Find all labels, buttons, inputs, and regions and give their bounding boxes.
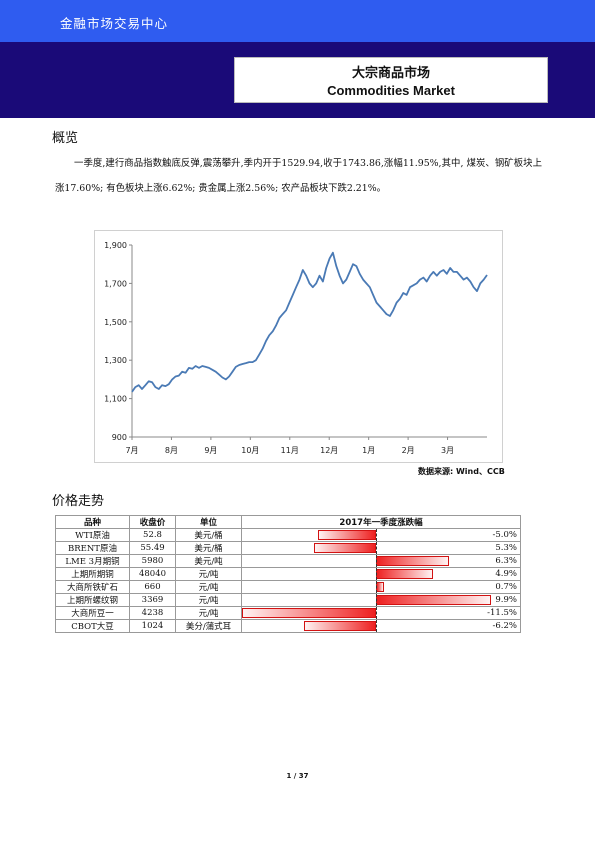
x-tick-label: 1月	[362, 446, 375, 455]
change-cell: 6.3%	[241, 554, 521, 568]
header-unit: 单位	[175, 515, 242, 529]
close-price: 55.49	[129, 541, 176, 555]
x-tick-label: 7月	[125, 446, 138, 455]
zero-axis	[376, 581, 377, 593]
overview-heading: 概览	[52, 131, 79, 146]
change-label: 5.3%	[495, 543, 517, 553]
x-tick-label: 8月	[165, 446, 178, 455]
x-tick-label: 3月	[441, 446, 454, 455]
commodity-name: 上期所期铜	[55, 567, 130, 581]
index-series-line	[131, 251, 488, 393]
x-tick-label: 10月	[241, 446, 259, 455]
index-chart-svg: 900 1,100 1,300 1,500 1,700 1,900 7月 8月 9月 10月 11月…	[104, 241, 488, 455]
change-bar	[242, 608, 376, 618]
change-cell: -5.0%	[241, 528, 521, 542]
table-row: 上期所期铜 48040 元/吨 4.9%	[55, 567, 521, 581]
header-name: 品种	[55, 515, 130, 529]
zero-axis	[376, 620, 377, 632]
y-tick-label: 1,500	[104, 318, 127, 327]
change-cell: 0.7%	[241, 580, 521, 594]
change-bar	[314, 543, 376, 553]
price-unit: 美元/桶	[175, 541, 242, 555]
change-bar	[376, 569, 434, 579]
close-price: 3369	[129, 593, 176, 607]
commodity-name: 大商所豆一	[55, 606, 130, 620]
title-cn: 大宗商品市场	[351, 66, 430, 81]
change-bar	[376, 556, 450, 566]
overview-paragraph: 一季度,建行商品指数触底反弹,震荡攀升,季内开于1529.94,收于1743.8…	[55, 158, 542, 194]
table-row: 上期所螺纹钢 3369 元/吨 9.9%	[55, 593, 521, 607]
close-price: 5980	[129, 554, 176, 568]
index-chart: 900 1,100 1,300 1,500 1,700 1,900 7月 8月 9月 10月 11月…	[94, 230, 503, 463]
change-cell: 9.9%	[241, 593, 521, 607]
change-label: -11.5%	[487, 608, 517, 618]
commodity-name: LME 3月期铜	[55, 554, 130, 568]
zero-axis	[376, 542, 377, 554]
top-bar: 金融市场交易中心	[0, 0, 595, 42]
commodity-name: 上期所螺纹钢	[55, 593, 130, 607]
header-price: 收盘价	[129, 515, 176, 529]
page-number: 1 / 37	[286, 772, 309, 780]
table-header-row: 品种 收盘价 单位 2017年一季度涨跌幅	[55, 515, 521, 529]
zero-axis	[376, 555, 377, 567]
commodity-name: BRENT原油	[55, 541, 130, 555]
title-en: Commodities Market	[327, 83, 455, 98]
change-cell: -11.5%	[241, 606, 521, 620]
x-tick-label: 2月	[402, 446, 415, 455]
price-heading: 价格走势	[52, 494, 105, 509]
x-tick-label: 9月	[204, 446, 217, 455]
price-unit: 元/吨	[175, 606, 242, 620]
price-unit: 元/吨	[175, 567, 242, 581]
y-tick-label: 1,100	[104, 395, 127, 404]
close-price: 52.8	[129, 528, 176, 542]
change-cell: 4.9%	[241, 567, 521, 581]
x-tick-label: 12月	[320, 446, 338, 455]
price-unit: 元/吨	[175, 593, 242, 607]
change-label: 9.9%	[495, 595, 517, 605]
close-price: 660	[129, 580, 176, 594]
y-tick-label: 900	[112, 433, 127, 442]
price-unit: 美分/蒲式耳	[175, 619, 242, 633]
price-unit: 元/吨	[175, 580, 242, 594]
price-unit: 美元/吨	[175, 554, 242, 568]
zero-axis	[376, 568, 377, 580]
org-name: 金融市场交易中心	[60, 16, 169, 31]
close-price: 48040	[129, 567, 176, 581]
change-bar	[317, 530, 376, 540]
change-cell: -6.2%	[241, 619, 521, 633]
zero-axis	[376, 607, 377, 619]
change-label: -6.2%	[492, 621, 517, 631]
y-tick-label: 1,300	[104, 356, 127, 365]
commodity-name: CBOT大豆	[55, 619, 130, 633]
y-tick-label: 1,900	[104, 241, 127, 250]
header-change: 2017年一季度涨跌幅	[241, 515, 521, 529]
table-row: WTI原油 52.8 美元/桶 -5.0%	[55, 528, 521, 542]
commodity-name: 大商所铁矿石	[55, 580, 130, 594]
change-bar	[303, 621, 376, 631]
zero-axis	[376, 529, 377, 541]
change-label: -5.0%	[492, 530, 517, 540]
table-row: 大商所豆一 4238 元/吨 -11.5%	[55, 606, 521, 620]
change-bar	[376, 595, 492, 605]
zero-axis	[376, 594, 377, 606]
price-unit: 美元/桶	[175, 528, 242, 542]
price-table: 品种 收盘价 单位 2017年一季度涨跌幅 WTI原油 52.8 美元/桶 -5.0%…	[55, 515, 521, 633]
change-bar	[376, 582, 385, 592]
x-tick-label: 11月	[281, 446, 299, 455]
close-price: 1024	[129, 619, 176, 633]
change-label: 4.9%	[495, 569, 517, 579]
title-box: 大宗商品市场 Commodities Market	[234, 57, 548, 103]
table-row: CBOT大豆 1024 美分/蒲式耳 -6.2%	[55, 619, 521, 633]
table-row: BRENT原油 55.49 美元/桶 5.3%	[55, 541, 521, 555]
close-price: 4238	[129, 606, 176, 620]
source-note: 数据来源: Wind、CCB	[418, 467, 505, 476]
change-cell: 5.3%	[241, 541, 521, 555]
table-row: LME 3月期铜 5980 美元/吨 6.3%	[55, 554, 521, 568]
commodity-name: WTI原油	[55, 528, 130, 542]
change-label: 0.7%	[495, 582, 517, 592]
y-tick-label: 1,700	[104, 279, 127, 288]
table-row: 大商所铁矿石 660 元/吨 0.7%	[55, 580, 521, 594]
change-label: 6.3%	[495, 556, 517, 566]
